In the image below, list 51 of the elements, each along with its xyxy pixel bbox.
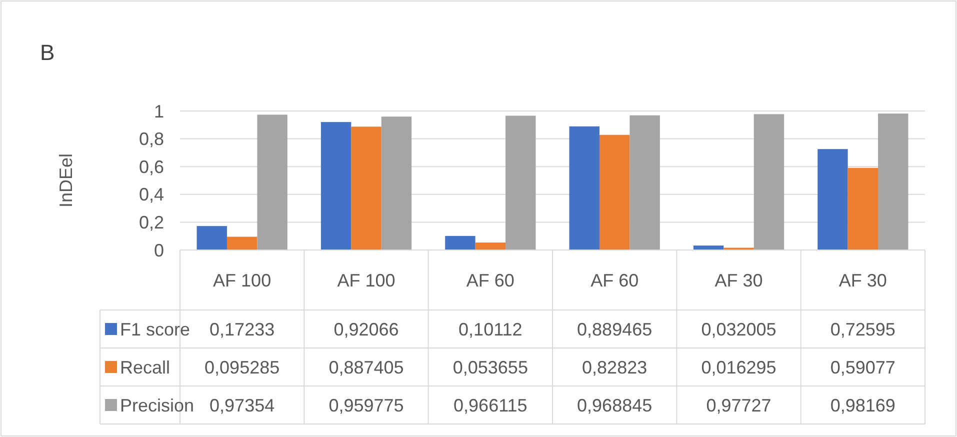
data-label: 0,97354: [210, 395, 275, 416]
data-label: 0,889465: [577, 319, 652, 340]
x-tick-label: AF 60: [590, 270, 639, 290]
x-tick-label: AF 100: [337, 270, 396, 290]
data-label: 0,095285: [204, 357, 280, 378]
bar: [226, 236, 258, 250]
data-label: 0,887405: [328, 357, 404, 378]
data-label: 0,72595: [830, 319, 896, 340]
x-tick-label: AF 30: [838, 270, 887, 290]
data-label: 0,59077: [830, 357, 896, 378]
data-label: 0,966115: [454, 395, 528, 416]
data-label: 0,97727: [706, 395, 772, 416]
x-tick-label: AF 100: [213, 270, 272, 290]
y-tick-label: 0,2: [138, 212, 164, 232]
data-label: 0,10112: [458, 319, 522, 340]
bar: [196, 226, 227, 250]
x-tick-label: AF 60: [466, 270, 514, 290]
bar: [381, 116, 412, 250]
legend-label: Precision: [120, 395, 194, 416]
x-tick-label: AF 30: [714, 270, 763, 290]
y-tick-label: 0: [154, 240, 164, 260]
y-axis-title: InDEel: [56, 153, 76, 208]
bar: [599, 134, 630, 250]
bar: [320, 122, 352, 250]
data-label: 0,82823: [582, 357, 648, 378]
bar: [351, 126, 382, 250]
bar: [475, 242, 506, 250]
legend-label: F1 score: [120, 319, 190, 340]
bar: [506, 116, 536, 250]
legend-label: Recall: [120, 357, 170, 378]
bar: [630, 115, 660, 250]
data-label: 0,032005: [701, 319, 776, 340]
y-tick-label: 0,6: [138, 156, 164, 177]
chart-title: B: [40, 40, 55, 65]
data-label: 0,17233: [210, 319, 275, 340]
y-tick-label: 0,8: [138, 129, 164, 150]
data-label: 0,016295: [701, 357, 776, 378]
y-tick-label: 1: [154, 101, 164, 122]
data-label: 0,968845: [577, 395, 652, 416]
bar: [818, 149, 848, 250]
bar: [445, 236, 476, 250]
bar: [754, 114, 784, 250]
y-tick-label: 0,4: [138, 184, 164, 205]
data-label: 0,053655: [452, 357, 528, 378]
bar: [569, 126, 600, 250]
data-label: 0,959775: [328, 395, 404, 416]
data-label: 0,92066: [334, 319, 399, 340]
data-label: 0,98169: [830, 395, 896, 416]
bar: [848, 168, 878, 250]
bar: [878, 114, 908, 250]
bar: [257, 114, 288, 250]
